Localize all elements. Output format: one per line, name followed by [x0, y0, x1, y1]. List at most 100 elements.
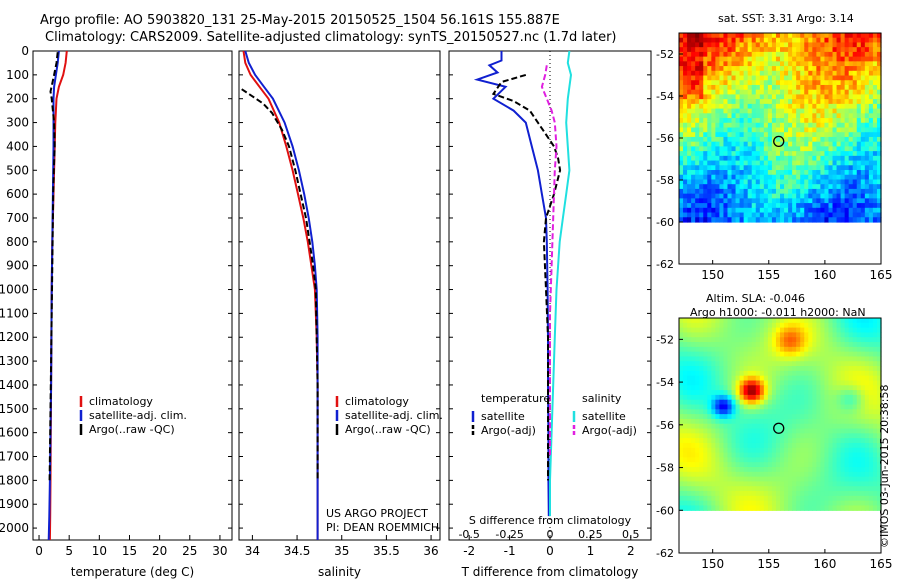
- x-tick-label-salinity: 36: [423, 544, 438, 558]
- series-line-salinity-0: [242, 50, 319, 540]
- x-tick-label-salinity: 35: [334, 544, 349, 558]
- sst-map-x-tick-label: 160: [813, 268, 836, 282]
- sla-map-field: [679, 318, 882, 511]
- sla-map-y-tick-label: -62: [656, 547, 674, 560]
- panel-frame-temperature: [32, 50, 233, 541]
- s-tick-label: -0.5: [458, 528, 479, 541]
- sla-map-y-tick-label: -52: [656, 333, 674, 346]
- legend-label-salinity: Argo(..raw -QC): [345, 423, 431, 436]
- series-line-salinity-2: [241, 88, 319, 481]
- sla-map-frame: [678, 317, 882, 554]
- legend-title-temperature: temperature: [481, 392, 550, 405]
- legend-label-salinity: climatology: [345, 395, 409, 408]
- y-tick-label: 900: [6, 259, 29, 273]
- legend-label-difference: satellite: [481, 410, 525, 423]
- x-tick-label-temperature: 20: [152, 544, 167, 558]
- y-tick-label: 500: [6, 163, 29, 177]
- chart-title-line2: Climatology: CARS2009. Satellite-adjuste…: [45, 30, 617, 45]
- x-tick-label-temperature: 5: [65, 544, 73, 558]
- y-tick-label: 0: [21, 44, 29, 58]
- y-tick-label: 1100: [0, 306, 29, 320]
- s-tick-label: 0.5: [622, 528, 640, 541]
- x-tick-label-difference: -2: [463, 544, 475, 558]
- sla-map-y-tick-label: -60: [656, 504, 674, 517]
- sst-map-y-tick-label: -54: [656, 90, 674, 103]
- sst-map-y-tick-label: -52: [656, 48, 674, 61]
- series-line-difference-2: [549, 50, 573, 517]
- sst-map-x-tick-label: 165: [870, 268, 893, 282]
- sla-map-x-tick-label: 160: [813, 557, 836, 571]
- x-tick-label-salinity: 34.5: [284, 544, 311, 558]
- y-tick-label: 600: [6, 187, 29, 201]
- x-axis-label-difference: T difference from climatology: [461, 565, 639, 579]
- sst-map-title: sat. SST: 3.31 Argo: 3.14: [718, 12, 854, 25]
- x-axis-label-temperature: temperature (deg C): [71, 565, 194, 579]
- sla-map-title-2: Argo h1000: -0.011 h2000: NaN: [690, 306, 866, 319]
- chart-title-line1: Argo profile: AO 5903820_131 25-May-2015…: [40, 13, 560, 28]
- sst-map-frame: [678, 32, 882, 265]
- y-tick-label: 300: [6, 116, 29, 130]
- sst-map-field: [679, 33, 882, 223]
- legend-label-difference: Argo(-adj): [481, 424, 536, 437]
- series-line-difference-3: [540, 65, 558, 457]
- sst-map-y-tick-label: -62: [656, 258, 674, 271]
- y-tick-label: 1400: [0, 378, 29, 392]
- y-tick-label: 1700: [0, 450, 29, 464]
- x-tick-label-temperature: 0: [35, 544, 43, 558]
- x-tick-label-difference: 1: [587, 544, 595, 558]
- pi-note: PI: DEAN ROEMMICH: [326, 521, 439, 534]
- y-tick-label: 1800: [0, 473, 29, 487]
- y-tick-label: 1300: [0, 354, 29, 368]
- s-tick-label: 0.25: [578, 528, 603, 541]
- y-tick-label: 1600: [0, 426, 29, 440]
- y-tick-label: 200: [6, 92, 29, 106]
- s-axis-label: S difference from climatology: [469, 514, 632, 527]
- series-line-temperature-2: [48, 52, 59, 481]
- sst-map-x-tick-label: 155: [757, 268, 780, 282]
- imos-credit: ©IMOS 03-Jun-2015 20:38:58: [878, 384, 891, 548]
- s-tick-label: 0: [547, 528, 554, 541]
- legend-label-temperature: satellite-adj. clim.: [89, 409, 187, 422]
- legend-label-temperature: climatology: [89, 395, 153, 408]
- series-line-difference-1: [491, 73, 562, 481]
- legend-title-salinity: salinity: [582, 392, 622, 405]
- y-tick-label: 800: [6, 235, 29, 249]
- y-tick-label: 1900: [0, 497, 29, 511]
- y-tick-label: 1000: [0, 283, 29, 297]
- legend-label-difference: satellite: [582, 410, 626, 423]
- sla-map-y-tick-label: -54: [656, 376, 674, 389]
- y-tick-label: 100: [6, 68, 29, 82]
- x-tick-label-difference: 2: [627, 544, 635, 558]
- x-tick-label-temperature: 15: [122, 544, 137, 558]
- series-line-difference-0: [473, 51, 550, 517]
- y-tick-label: 1500: [0, 402, 29, 416]
- sla-float-position-marker: [773, 422, 785, 434]
- sst-float-position-marker: [773, 135, 785, 148]
- y-tick-label: 400: [6, 139, 29, 153]
- x-tick-label-temperature: 30: [212, 544, 227, 558]
- sla-map-y-tick-label: -56: [656, 419, 674, 432]
- x-tick-label-salinity: 34: [245, 544, 260, 558]
- sla-map-x-tick-label: 165: [870, 557, 893, 571]
- sst-map-x-tick-label: 150: [701, 268, 724, 282]
- x-tick-label-temperature: 25: [182, 544, 197, 558]
- sla-map-x-tick-label: 150: [701, 557, 724, 571]
- legend-label-temperature: Argo(..raw -QC): [89, 423, 175, 436]
- panel-frame-salinity: [238, 50, 441, 541]
- x-tick-label-difference: 0: [546, 544, 554, 558]
- series-line-salinity-1: [244, 50, 319, 540]
- legend-label-difference: Argo(-adj): [582, 424, 637, 437]
- y-tick-label: 1200: [0, 330, 29, 344]
- x-axis-label-salinity: salinity: [318, 565, 361, 579]
- sla-map-y-tick-label: -58: [656, 462, 674, 475]
- sla-map-title-1: Altim. SLA: -0.046: [706, 292, 806, 305]
- x-tick-label-difference: -1: [504, 544, 516, 558]
- project-note: US ARGO PROJECT: [326, 507, 428, 520]
- sst-map-y-tick-label: -58: [656, 174, 674, 187]
- s-tick-label: -0.25: [495, 528, 523, 541]
- x-tick-label-salinity: 35.5: [373, 544, 400, 558]
- legend-label-salinity: satellite-adj. clim.: [345, 409, 443, 422]
- x-tick-label-temperature: 10: [92, 544, 107, 558]
- y-tick-label: 700: [6, 211, 29, 225]
